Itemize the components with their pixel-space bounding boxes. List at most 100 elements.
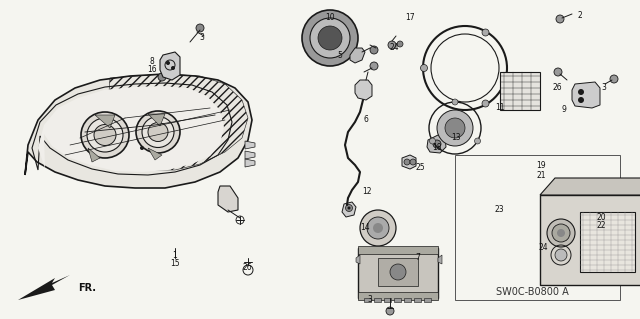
Polygon shape	[95, 115, 115, 128]
Text: 6: 6	[364, 115, 369, 124]
Circle shape	[373, 223, 383, 233]
Circle shape	[302, 10, 358, 66]
Polygon shape	[38, 86, 224, 172]
Bar	[358, 246, 438, 254]
Polygon shape	[18, 275, 70, 300]
Bar	[364, 298, 371, 302]
Polygon shape	[572, 82, 600, 108]
Ellipse shape	[81, 112, 129, 158]
Circle shape	[348, 206, 351, 210]
Polygon shape	[438, 255, 442, 264]
Circle shape	[370, 46, 378, 54]
Text: 5: 5	[337, 50, 342, 60]
Polygon shape	[402, 155, 416, 169]
Circle shape	[482, 29, 489, 36]
Text: 10: 10	[325, 13, 335, 23]
Circle shape	[310, 18, 350, 58]
Polygon shape	[350, 48, 365, 63]
Polygon shape	[356, 255, 360, 264]
Text: 26: 26	[552, 84, 562, 93]
Polygon shape	[540, 178, 640, 195]
Text: 21: 21	[536, 170, 546, 180]
Text: 19: 19	[536, 160, 546, 169]
Circle shape	[346, 204, 353, 211]
Text: 1: 1	[173, 250, 177, 259]
Bar	[384, 298, 391, 302]
Bar	[394, 298, 401, 302]
Circle shape	[388, 41, 396, 49]
Text: 12: 12	[362, 188, 372, 197]
Bar	[455, 155, 620, 300]
Bar	[540, 195, 640, 285]
Circle shape	[433, 140, 441, 148]
Circle shape	[360, 210, 396, 246]
Polygon shape	[427, 135, 446, 153]
Text: 24: 24	[389, 43, 399, 53]
Text: 16: 16	[147, 65, 157, 75]
Polygon shape	[148, 114, 165, 126]
Circle shape	[386, 307, 394, 315]
Ellipse shape	[142, 116, 174, 147]
Text: 2: 2	[578, 11, 582, 20]
Text: 13: 13	[451, 133, 461, 143]
Text: FR.: FR.	[78, 283, 96, 293]
Polygon shape	[25, 74, 252, 188]
Bar	[374, 298, 381, 302]
Text: 14: 14	[360, 224, 370, 233]
Circle shape	[482, 100, 489, 107]
Text: 3: 3	[602, 84, 607, 93]
Circle shape	[452, 99, 458, 105]
Text: 3: 3	[200, 33, 204, 42]
Text: 11: 11	[495, 103, 505, 113]
Circle shape	[420, 64, 428, 71]
Circle shape	[410, 159, 416, 165]
Polygon shape	[148, 148, 162, 160]
Circle shape	[390, 264, 406, 280]
Ellipse shape	[148, 122, 168, 142]
Bar	[378, 258, 418, 286]
Polygon shape	[245, 151, 255, 159]
Circle shape	[556, 15, 564, 23]
Text: 7: 7	[415, 254, 420, 263]
Polygon shape	[160, 52, 180, 80]
Circle shape	[171, 66, 175, 70]
Text: 22: 22	[596, 221, 605, 231]
Bar	[424, 298, 431, 302]
Circle shape	[370, 62, 378, 70]
Text: 8: 8	[150, 57, 154, 66]
Circle shape	[397, 41, 403, 47]
Circle shape	[166, 61, 170, 65]
Text: 15: 15	[170, 258, 180, 268]
Circle shape	[429, 138, 435, 144]
Bar	[580, 212, 635, 272]
Circle shape	[318, 26, 342, 50]
Polygon shape	[342, 202, 356, 217]
Polygon shape	[500, 72, 540, 110]
Circle shape	[404, 159, 410, 165]
Circle shape	[445, 118, 465, 138]
Text: 20: 20	[596, 213, 606, 222]
Text: 17: 17	[405, 13, 415, 23]
Circle shape	[555, 249, 567, 261]
Text: 26: 26	[242, 263, 252, 272]
Ellipse shape	[87, 118, 123, 152]
Bar	[358, 292, 438, 300]
Text: 23: 23	[494, 205, 504, 214]
Circle shape	[557, 229, 565, 237]
Text: 18: 18	[432, 144, 442, 152]
Polygon shape	[245, 141, 255, 149]
Circle shape	[437, 110, 473, 146]
Text: SW0C-B0800 A: SW0C-B0800 A	[495, 287, 568, 297]
Polygon shape	[218, 186, 238, 212]
Circle shape	[547, 219, 575, 247]
Polygon shape	[88, 148, 100, 162]
Text: 3: 3	[367, 294, 372, 303]
Circle shape	[140, 146, 144, 150]
Circle shape	[367, 217, 389, 239]
Circle shape	[474, 138, 481, 144]
Circle shape	[578, 97, 584, 103]
Circle shape	[554, 68, 562, 76]
Text: 25: 25	[415, 164, 425, 173]
Bar	[414, 298, 421, 302]
Circle shape	[196, 24, 204, 32]
